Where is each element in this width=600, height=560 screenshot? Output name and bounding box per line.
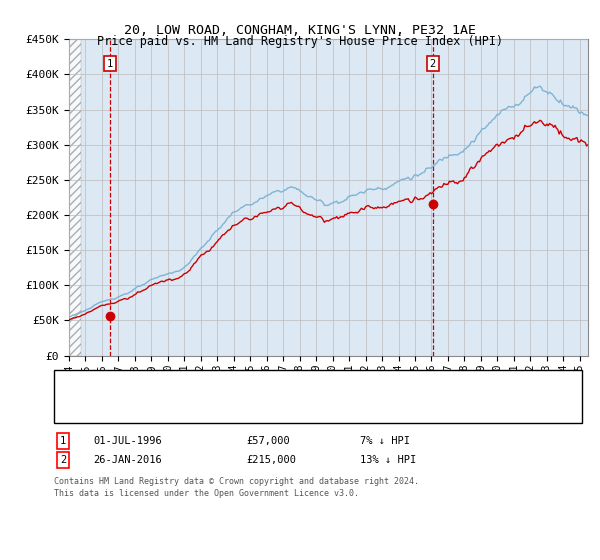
Text: Price paid vs. HM Land Registry's House Price Index (HPI): Price paid vs. HM Land Registry's House …	[97, 35, 503, 49]
Text: 01-JUL-1996: 01-JUL-1996	[93, 436, 162, 446]
Text: £215,000: £215,000	[246, 455, 296, 465]
Text: 2: 2	[60, 455, 66, 465]
Text: HPI: Average price, detached house, King's Lynn and West Norfolk: HPI: Average price, detached house, King…	[114, 404, 490, 414]
Text: ────: ────	[66, 403, 96, 416]
Text: 26-JAN-2016: 26-JAN-2016	[93, 455, 162, 465]
Text: 1: 1	[60, 436, 66, 446]
Text: ────: ────	[66, 379, 96, 392]
Text: Contains HM Land Registry data © Crown copyright and database right 2024.: Contains HM Land Registry data © Crown c…	[54, 477, 419, 486]
Text: 7% ↓ HPI: 7% ↓ HPI	[360, 436, 410, 446]
Text: 2: 2	[430, 59, 436, 69]
Text: 1: 1	[107, 59, 113, 69]
Text: This data is licensed under the Open Government Licence v3.0.: This data is licensed under the Open Gov…	[54, 489, 359, 498]
Text: £57,000: £57,000	[246, 436, 290, 446]
Text: 20, LOW ROAD, CONGHAM, KING'S LYNN, PE32 1AE (detached house): 20, LOW ROAD, CONGHAM, KING'S LYNN, PE32…	[114, 381, 472, 390]
Text: 20, LOW ROAD, CONGHAM, KING'S LYNN, PE32 1AE: 20, LOW ROAD, CONGHAM, KING'S LYNN, PE32…	[124, 24, 476, 38]
Text: 13% ↓ HPI: 13% ↓ HPI	[360, 455, 416, 465]
